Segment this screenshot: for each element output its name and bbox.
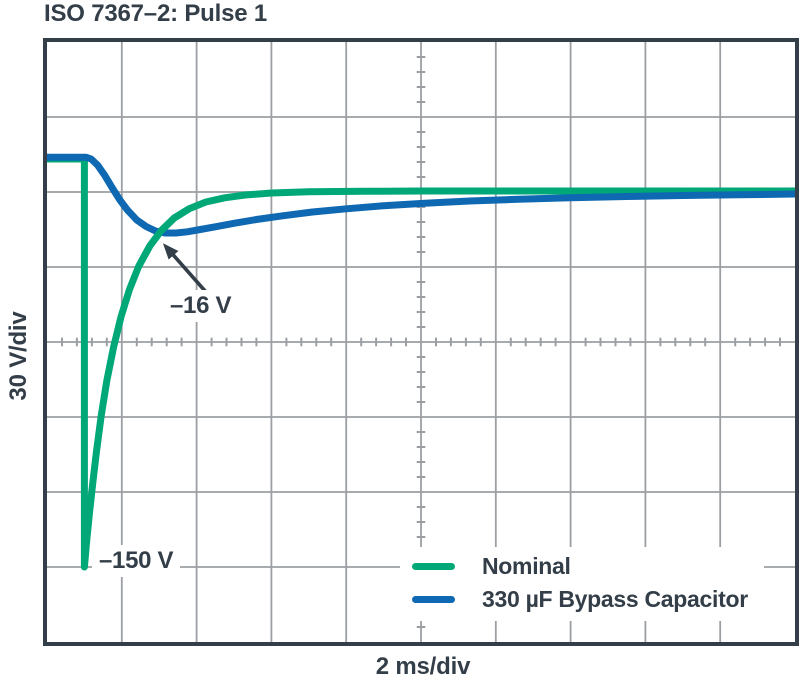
y-axis-label: 30 V/div — [5, 311, 32, 401]
annotation-minus-150v: –150 V — [92, 545, 181, 577]
legend-item-nominal: Nominal — [412, 552, 748, 581]
x-axis-label: 2 ms/div — [375, 653, 471, 680]
chart-title: ISO 7367–2: Pulse 1 — [44, 0, 268, 27]
annotation-minus-16v: –16 V — [163, 290, 239, 322]
plot-area: –150 V –16 V Nominal 330 µF Bypass Capac… — [43, 38, 799, 646]
legend-label-nominal: Nominal — [482, 553, 571, 579]
legend-label-bypass-capacitor: 330 µF Bypass Capacitor — [482, 586, 748, 612]
legend-item-bypass-capacitor: 330 µF Bypass Capacitor — [412, 585, 748, 614]
bypass-capacitor-line-swatch — [412, 596, 455, 603]
legend: Nominal 330 µF Bypass Capacitor — [400, 547, 764, 621]
graticule-and-traces — [47, 42, 795, 642]
nominal-line-swatch — [412, 563, 455, 570]
